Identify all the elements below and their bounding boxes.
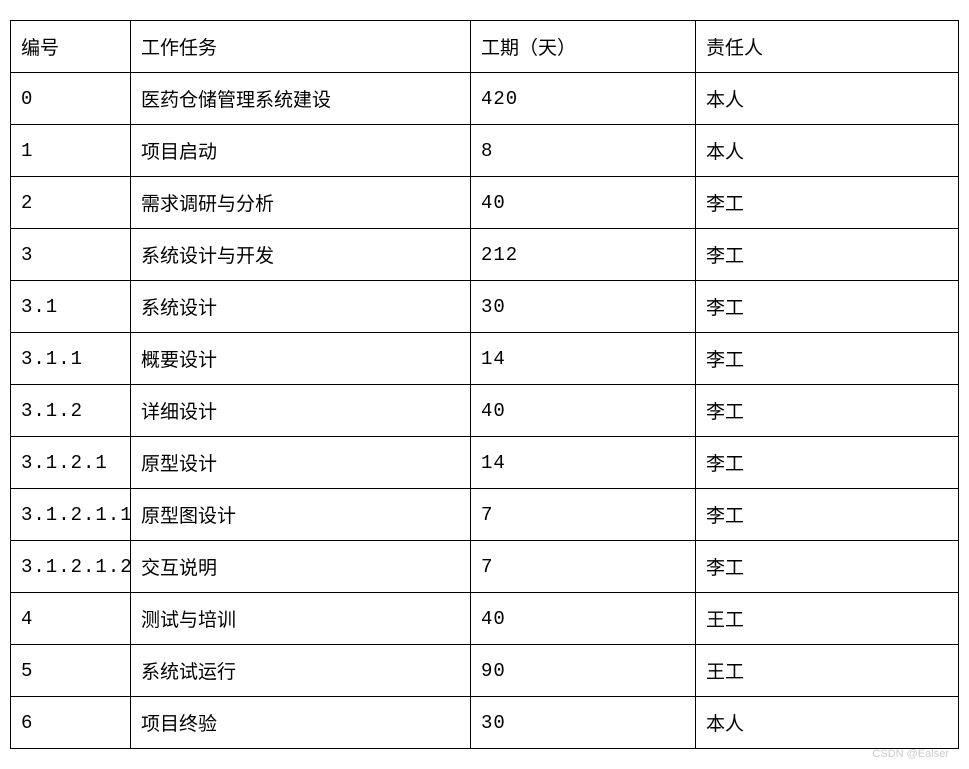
cell-id: 1 — [11, 125, 131, 177]
table-row: 4 测试与培训 40 王工 — [11, 593, 959, 645]
table-row: 6 项目终验 30 本人 — [11, 697, 959, 749]
header-owner: 责任人 — [696, 21, 959, 73]
table-row: 3.1.2.1 原型设计 14 李工 — [11, 437, 959, 489]
cell-owner: 李工 — [696, 333, 959, 385]
cell-id: 6 — [11, 697, 131, 749]
cell-id: 3.1.2 — [11, 385, 131, 437]
cell-task: 概要设计 — [131, 333, 471, 385]
cell-owner: 李工 — [696, 281, 959, 333]
cell-duration: 8 — [471, 125, 696, 177]
cell-owner: 本人 — [696, 125, 959, 177]
cell-id: 3.1.1 — [11, 333, 131, 385]
cell-owner: 王工 — [696, 645, 959, 697]
cell-owner: 李工 — [696, 229, 959, 281]
table-row: 3.1.2 详细设计 40 李工 — [11, 385, 959, 437]
cell-owner: 李工 — [696, 385, 959, 437]
cell-duration: 420 — [471, 73, 696, 125]
cell-task: 系统试运行 — [131, 645, 471, 697]
cell-task: 原型图设计 — [131, 489, 471, 541]
cell-task: 交互说明 — [131, 541, 471, 593]
table-row: 3.1.2.1.1 原型图设计 7 李工 — [11, 489, 959, 541]
cell-id: 5 — [11, 645, 131, 697]
cell-owner: 李工 — [696, 437, 959, 489]
cell-owner: 王工 — [696, 593, 959, 645]
table-row: 0 医药仓储管理系统建设 420 本人 — [11, 73, 959, 125]
cell-id: 2 — [11, 177, 131, 229]
header-task: 工作任务 — [131, 21, 471, 73]
cell-id: 3.1.2.1 — [11, 437, 131, 489]
cell-duration: 7 — [471, 541, 696, 593]
cell-duration: 14 — [471, 333, 696, 385]
watermark-text: CSDN @Ealser — [872, 748, 949, 760]
cell-task: 医药仓储管理系统建设 — [131, 73, 471, 125]
table-row: 3.1.2.1.2 交互说明 7 李工 — [11, 541, 959, 593]
cell-task: 详细设计 — [131, 385, 471, 437]
table-row: 2 需求调研与分析 40 李工 — [11, 177, 959, 229]
cell-duration: 7 — [471, 489, 696, 541]
cell-owner: 李工 — [696, 489, 959, 541]
header-id: 编号 — [11, 21, 131, 73]
cell-task: 系统设计与开发 — [131, 229, 471, 281]
cell-duration: 30 — [471, 281, 696, 333]
cell-duration: 212 — [471, 229, 696, 281]
table-row: 3.1 系统设计 30 李工 — [11, 281, 959, 333]
table-row: 1 项目启动 8 本人 — [11, 125, 959, 177]
cell-owner: 李工 — [696, 541, 959, 593]
cell-task: 测试与培训 — [131, 593, 471, 645]
cell-task: 系统设计 — [131, 281, 471, 333]
cell-id: 3.1 — [11, 281, 131, 333]
cell-id: 3.1.2.1.1 — [11, 489, 131, 541]
cell-duration: 30 — [471, 697, 696, 749]
table-header-row: 编号 工作任务 工期（天） 责任人 — [11, 21, 959, 73]
table-row: 5 系统试运行 90 王工 — [11, 645, 959, 697]
cell-owner: 本人 — [696, 73, 959, 125]
header-duration: 工期（天） — [471, 21, 696, 73]
cell-owner: 李工 — [696, 177, 959, 229]
wbs-table: 编号 工作任务 工期（天） 责任人 0 医药仓储管理系统建设 420 本人 1 … — [10, 20, 959, 749]
cell-id: 0 — [11, 73, 131, 125]
cell-duration: 40 — [471, 177, 696, 229]
cell-task: 原型设计 — [131, 437, 471, 489]
cell-duration: 90 — [471, 645, 696, 697]
table-body: 0 医药仓储管理系统建设 420 本人 1 项目启动 8 本人 2 需求调研与分… — [11, 73, 959, 749]
cell-task: 项目终验 — [131, 697, 471, 749]
cell-id: 3 — [11, 229, 131, 281]
table-row: 3 系统设计与开发 212 李工 — [11, 229, 959, 281]
cell-task: 需求调研与分析 — [131, 177, 471, 229]
cell-id: 3.1.2.1.2 — [11, 541, 131, 593]
cell-task: 项目启动 — [131, 125, 471, 177]
cell-id: 4 — [11, 593, 131, 645]
table-row: 3.1.1 概要设计 14 李工 — [11, 333, 959, 385]
cell-duration: 40 — [471, 593, 696, 645]
cell-duration: 40 — [471, 385, 696, 437]
cell-duration: 14 — [471, 437, 696, 489]
cell-owner: 本人 — [696, 697, 959, 749]
